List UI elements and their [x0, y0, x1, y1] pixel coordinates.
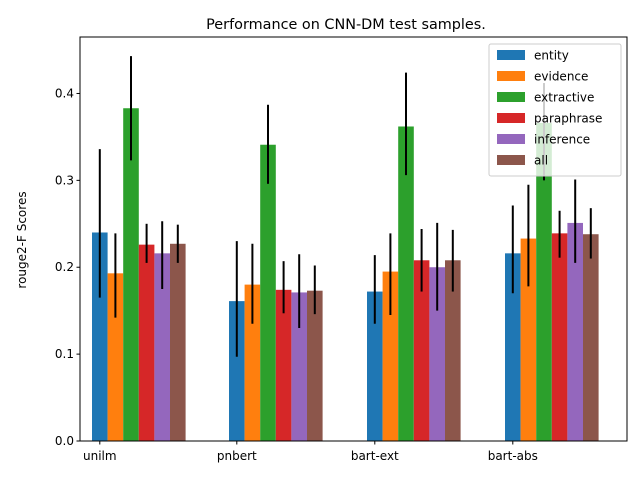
y-tick-label: 0.4	[55, 86, 74, 100]
bar-all-pnbert	[307, 290, 323, 441]
bar-paraphrase-unilm	[138, 244, 155, 441]
bar-all-bart-ext	[445, 260, 461, 441]
bar-paraphrase-pnbert	[275, 289, 292, 441]
plot-frame	[79, 36, 628, 442]
bar-inference-bart-abs	[567, 222, 583, 441]
bar-entity-unilm	[92, 232, 108, 441]
bar-entity-pnbert	[229, 301, 245, 441]
legend-swatch-entity	[497, 50, 525, 60]
bar-entity-bart-ext	[367, 291, 383, 441]
x-tick-label: unilm	[83, 449, 117, 463]
legend-label-inference: inference	[534, 133, 590, 147]
legend-label-paraphrase: paraphrase	[534, 112, 602, 126]
bar-inference-pnbert	[291, 292, 307, 441]
x-axis: unilm pnbert bart-ext bart-abs	[83, 441, 538, 463]
bar-evidence-unilm	[107, 273, 124, 441]
y-tick-label: 0.2	[55, 260, 74, 274]
legend-label-entity: entity	[534, 49, 569, 63]
x-tick-label: bart-abs	[488, 449, 538, 463]
legend-label-extractive: extractive	[534, 91, 594, 105]
bar-all-unilm	[170, 243, 186, 441]
bar-paraphrase-bart-ext	[413, 260, 430, 441]
legend-swatch-extractive	[497, 92, 525, 102]
bar-paraphrase-bart-abs	[551, 233, 568, 441]
legend-label-all: all	[534, 154, 548, 168]
plot-area	[79, 36, 628, 442]
y-tick-label: 0.0	[55, 434, 74, 448]
bar-evidence-bart-abs	[520, 238, 537, 441]
bar-entity-bart-abs	[505, 253, 521, 441]
chart-title: Performance on CNN-DM test samples.	[206, 17, 486, 33]
bar-inference-unilm	[154, 253, 170, 441]
legend-swatch-paraphrase	[497, 113, 525, 123]
bar-evidence-pnbert	[244, 284, 261, 441]
y-tick-label: 0.1	[55, 347, 74, 361]
y-tick-label: 0.3	[55, 173, 74, 187]
legend-swatch-all	[497, 155, 525, 165]
bar-extractive-bart-ext	[398, 126, 414, 442]
legend-swatch-evidence	[497, 71, 525, 81]
bar-evidence-bart-ext	[382, 271, 399, 441]
bar-inference-bart-ext	[429, 267, 445, 441]
x-tick-label: pnbert	[217, 449, 257, 463]
x-tick-label: bart-ext	[351, 449, 399, 463]
legend-swatch-inference	[497, 134, 525, 144]
y-axis-label: rouge2-F Scores	[15, 191, 29, 288]
bar-all-bart-abs	[583, 234, 599, 441]
bar-extractive-unilm	[123, 108, 139, 441]
legend-label-evidence: evidence	[534, 70, 588, 84]
bar-extractive-bart-abs	[536, 123, 552, 441]
legend: entity evidence extractive paraphrase infere…	[488, 43, 622, 177]
y-axis: 0.0 0.1 0.2 0.3 0.4	[55, 86, 80, 448]
bar-extractive-pnbert	[260, 144, 276, 441]
